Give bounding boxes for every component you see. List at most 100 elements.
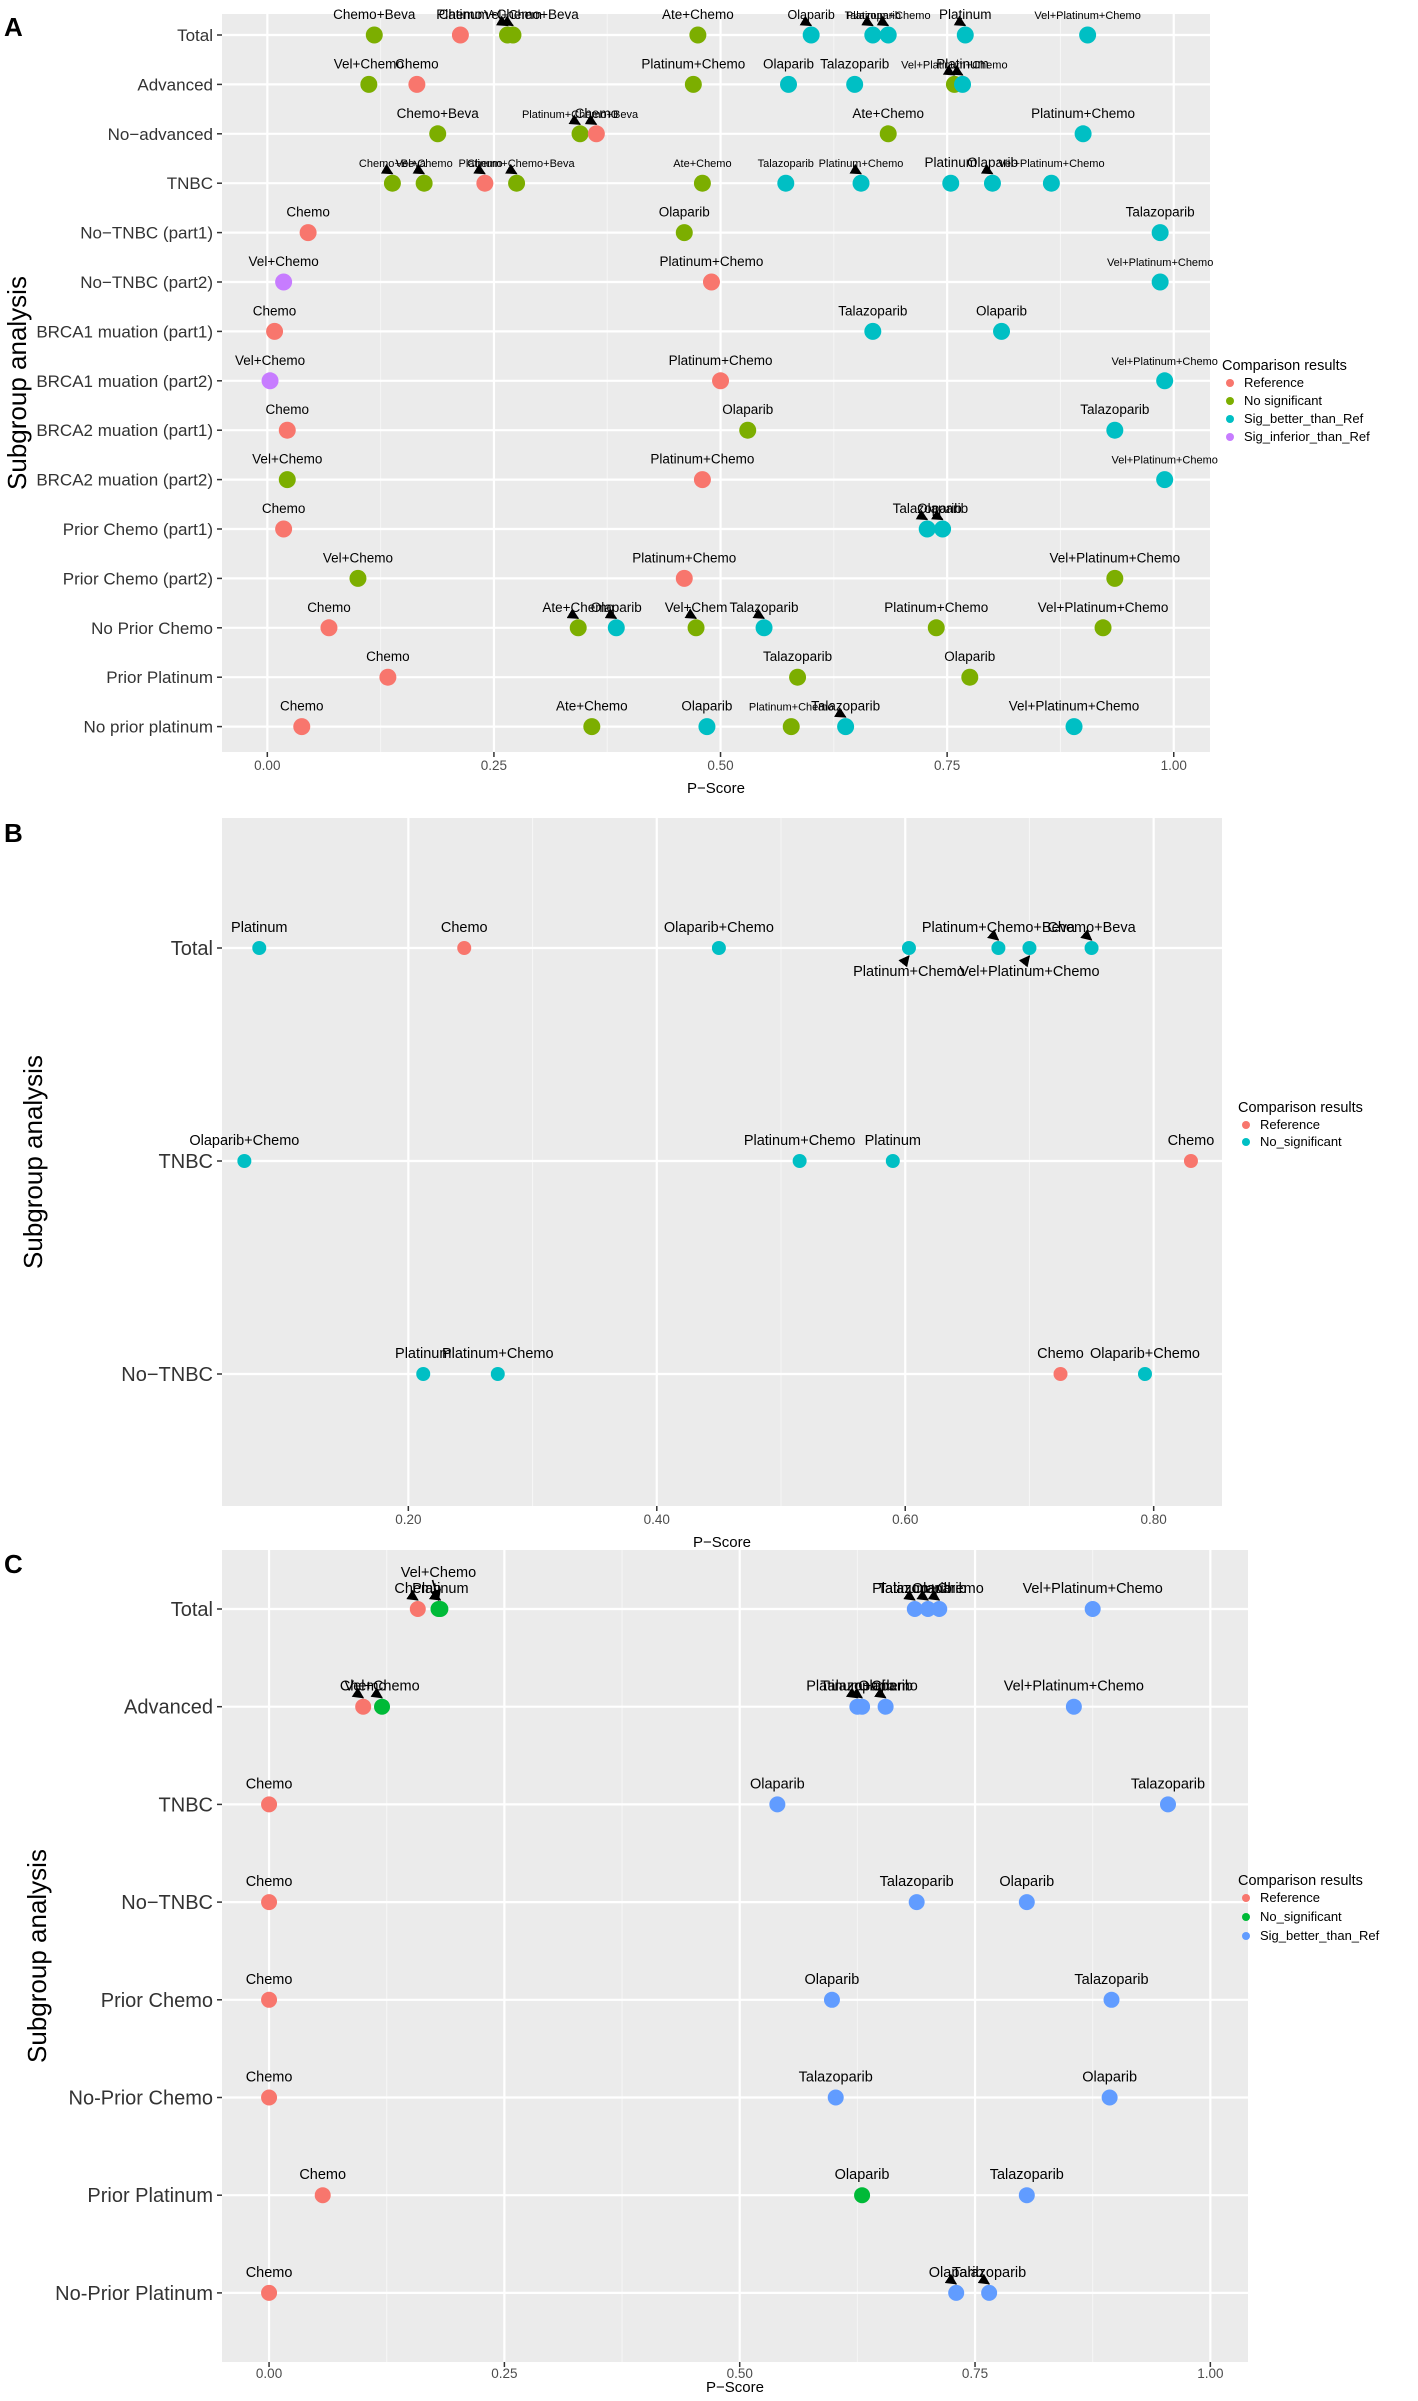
point-label: Platinum+Chemo — [846, 10, 931, 22]
legend-key — [1226, 379, 1234, 387]
data-point — [1159, 1796, 1176, 1813]
point-label: Chemo — [439, 7, 483, 22]
point-label: Platinum+Chemo — [884, 600, 988, 615]
annotation-arrow — [684, 608, 698, 619]
data-point — [693, 471, 711, 489]
data-point — [739, 421, 757, 439]
data-point — [991, 941, 1006, 955]
data-point — [698, 718, 716, 736]
legend-label: Sig_better_than_Ref — [1244, 411, 1364, 426]
point-label: Platinum+Chemo — [669, 353, 773, 368]
point-label: Talazoparib — [893, 501, 962, 516]
data-point — [429, 125, 447, 143]
data-point — [379, 668, 397, 686]
point-label: Platinum+Chemo — [806, 1679, 918, 1695]
point-label: Platinum — [412, 1581, 468, 1597]
point-label: Olaparib — [912, 1581, 967, 1597]
annotation-arrow — [752, 608, 766, 619]
legend-key — [1242, 1138, 1250, 1146]
data-point — [320, 619, 338, 637]
data-point — [885, 1154, 900, 1168]
panel-a: Total Advanced No−advanced TNBC No−TNBC (par… — [2, 7, 1370, 797]
legend-title: Comparison results — [1222, 358, 1347, 374]
point-label: Chemo — [246, 2265, 293, 2281]
x-tick-label: 0.20 — [395, 1512, 421, 1527]
legend-key — [1226, 415, 1234, 423]
data-point — [1151, 224, 1169, 242]
data-point — [1137, 1367, 1152, 1381]
data-point — [864, 26, 882, 44]
annotation-arrow — [566, 608, 580, 619]
point-label: Chemo+Beva — [397, 106, 480, 121]
y-axis-title: Subgroup analysis — [22, 1849, 52, 2063]
point-label: Platinum — [936, 56, 989, 71]
data-point — [906, 1601, 923, 1617]
data-point — [293, 718, 311, 736]
data-point — [1053, 1367, 1068, 1381]
data-point — [702, 273, 720, 291]
point-label: Chemo — [366, 649, 410, 664]
y-tick-label: Prior Chemo (part2) — [63, 569, 213, 588]
y-tick-label: BRCA2 muation (part1) — [36, 421, 213, 440]
point-label: Chemo — [280, 699, 324, 714]
point-label: Platinum+Chemo — [632, 550, 736, 565]
point-label: Talazoparib — [730, 600, 799, 615]
panel-label: B — [4, 818, 23, 848]
data-point — [1074, 125, 1092, 143]
point-label: Platinum — [395, 1346, 451, 1362]
annotation-arrow — [927, 1589, 941, 1601]
data-point — [365, 26, 383, 44]
y-tick-label: Prior Chemo — [101, 1990, 213, 2012]
legend-key — [1242, 1913, 1250, 1921]
y-tick-label: BRCA2 muation (part2) — [36, 471, 213, 490]
annotation-arrow — [406, 1589, 419, 1601]
annotation-arrow — [584, 114, 598, 125]
point-label: Olaparib — [858, 1679, 913, 1695]
y-tick-label: Prior Platinum — [106, 668, 213, 687]
point-label: Chemo+Beva — [359, 158, 427, 170]
data-point — [314, 2187, 331, 2204]
data-point — [1018, 2187, 1035, 2204]
point-label: Olaparib — [750, 1776, 805, 1792]
point-label: Olaparib — [788, 8, 835, 22]
point-label: Vel+Platinum+Chemo — [1111, 356, 1217, 368]
point-label: Vel+Chem — [484, 8, 542, 22]
annotation-arrow — [987, 929, 1000, 941]
point-label: Ate+Chemo — [556, 699, 628, 714]
x-axis-title: P−Score — [687, 780, 745, 797]
y-tick-label: No−TNBC — [121, 1892, 213, 1914]
panel-label: C — [4, 1549, 23, 1579]
data-point — [1101, 2089, 1118, 2106]
point-label: Platinum+Chemo — [650, 452, 754, 467]
data-point — [261, 2284, 278, 2301]
data-point — [711, 941, 726, 955]
data-point — [415, 174, 433, 192]
annotation-arrow — [501, 15, 514, 27]
annotation-arrow — [915, 509, 929, 521]
point-label: Platinum+Chemo+Beva — [458, 158, 575, 170]
point-label: Olaparib — [967, 155, 1018, 170]
point-label: Ate+Chemo — [662, 7, 734, 22]
point-label: Vel+Chemo — [249, 254, 319, 269]
point-label: Chemo — [1037, 1346, 1084, 1362]
point-label: Platinum+Chemo+Beva — [522, 109, 639, 121]
annotation-arrow — [799, 15, 813, 27]
y-tick-label: Advanced — [137, 75, 213, 94]
point-label: Platinum+Chemo — [853, 964, 965, 980]
point-label: Olaparib — [681, 699, 732, 714]
data-point — [852, 174, 870, 192]
data-point — [261, 1894, 278, 1911]
annotation-arrow — [380, 163, 394, 175]
data-point — [837, 718, 855, 736]
x-tick-label: 0.25 — [481, 758, 507, 773]
data-point — [409, 1601, 426, 1617]
data-point — [981, 2284, 998, 2301]
point-label: Platinum+Chemo — [819, 158, 904, 170]
annotation-arrow — [473, 163, 486, 175]
y-tick-label: BRCA1 muation (part1) — [36, 322, 213, 341]
data-point — [802, 26, 820, 44]
point-label: Platinum+Chemo — [1031, 106, 1135, 121]
point-label: Vel+Chem — [665, 600, 728, 615]
data-point — [864, 322, 882, 340]
point-label: Platinum+Chemo — [659, 254, 763, 269]
